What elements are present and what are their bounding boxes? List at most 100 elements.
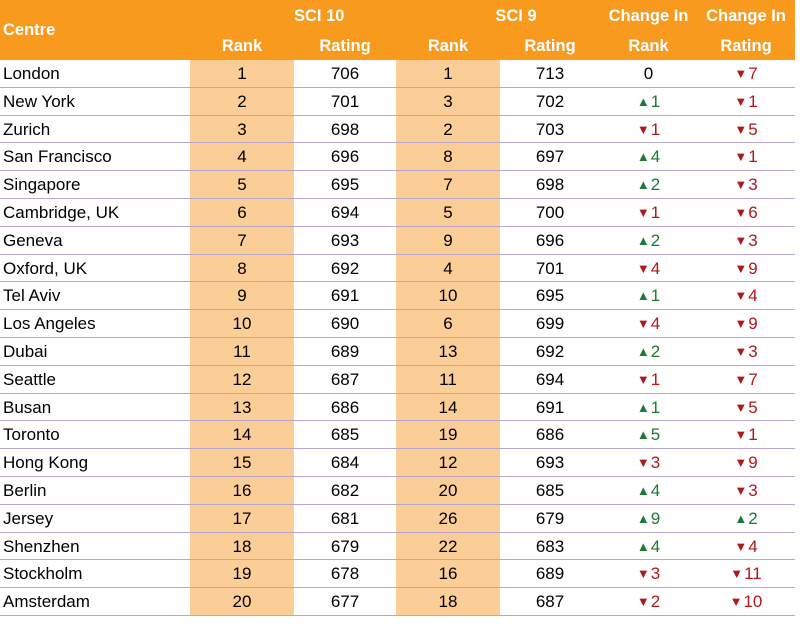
triangle-down-icon: ▼ — [636, 121, 650, 137]
sci10-rating-cell: 691 — [330, 286, 360, 306]
triangle-up-icon: ▲ — [636, 482, 650, 498]
sci9-rank-cell: 13 — [396, 337, 500, 365]
triangle-up-icon: ▲ — [636, 288, 650, 304]
sci9-rank-cell: 4 — [396, 254, 500, 282]
sci10-rating-cell: 693 — [330, 230, 360, 250]
change-value: 6 — [748, 202, 758, 222]
sci9-rating-cell: 703 — [535, 119, 565, 139]
change-value: 7 — [748, 369, 758, 389]
change-value: 3 — [748, 230, 758, 250]
change-value: 4 — [650, 536, 661, 556]
rank-change-cell: ▼1 — [600, 366, 697, 393]
header-sci10-rating: Rating — [319, 37, 371, 55]
change-value: 1 — [748, 91, 758, 111]
sci10-rank-cell: 13 — [190, 393, 294, 421]
centre-cell: London — [3, 64, 60, 83]
sci9-rating-cell: 693 — [535, 453, 565, 473]
triangle-up-icon: ▲ — [636, 177, 650, 193]
centre-cell: San Francisco — [3, 147, 112, 167]
table-row: Hong Kong 15 684 12 693 ▼3 ▼9 — [0, 449, 795, 477]
sci9-rank-cell: 12 — [396, 449, 500, 476]
triangle-down-icon: ▼ — [734, 93, 748, 109]
change-value: 4 — [748, 286, 758, 306]
triangle-down-icon: ▼ — [734, 538, 748, 554]
triangle-down-icon: ▼ — [636, 260, 650, 276]
sci9-rank-cell: 3 — [396, 87, 500, 115]
rating-change-cell: ▼7 — [697, 60, 795, 87]
ranking-table: Centre SCI 10 Rank Rating SCI 9 Rank Rat… — [0, 0, 795, 616]
rating-change-cell: ▼4 — [697, 282, 795, 309]
header-sci10: SCI 10 — [294, 7, 345, 25]
triangle-up-icon: ▲ — [636, 93, 650, 109]
sci10-rating-cell: 689 — [330, 341, 360, 361]
sci9-rank-cell: 18 — [396, 588, 500, 615]
rank-change-cell: ▼3 — [600, 449, 697, 476]
sci9-rank-cell: 26 — [396, 504, 500, 532]
change-value: 9 — [748, 453, 758, 473]
sci10-rank-cell: 17 — [190, 504, 294, 532]
sci9-rating-cell: 698 — [535, 175, 565, 195]
change-value: 3 — [650, 564, 661, 584]
triangle-down-icon: ▼ — [734, 66, 748, 81]
sci10-rating-cell: 690 — [330, 314, 360, 334]
rank-change-cell: ▲5 — [600, 421, 697, 448]
rank-change-cell: ▼1 — [600, 199, 697, 226]
table-row: Singapore 5 695 7 698 ▲2 ▼3 — [0, 171, 795, 199]
sci10-rank-cell: 12 — [190, 365, 294, 393]
sci10-rating-cell: 684 — [330, 453, 360, 473]
rank-change-cell: ▲1 — [600, 394, 697, 421]
sci10-rank-cell: 15 — [190, 449, 294, 476]
centre-cell: Singapore — [3, 175, 81, 195]
centre-cell: Los Angeles — [3, 314, 96, 334]
rank-change-cell: ▼1 — [600, 116, 697, 143]
sci9-rank-cell: 1 — [396, 60, 500, 87]
sci9-rating-cell: 699 — [535, 314, 565, 334]
rank-change-cell: ▲4 — [600, 143, 697, 170]
table-row: Cambridge, UK 6 694 5 700 ▼1 ▼6 — [0, 198, 795, 227]
triangle-up-icon: ▲ — [636, 343, 650, 359]
rating-change-cell: ▼9 — [697, 255, 795, 282]
sci9-rating-cell: 695 — [535, 286, 565, 306]
centre-cell: Busan — [3, 397, 52, 417]
sci10-rating-cell: 698 — [330, 119, 360, 139]
table-row: Stockholm 19 678 16 689 ▼3 ▼11 — [0, 560, 795, 589]
sci10-rating-cell: 681 — [330, 508, 360, 528]
rank-change-cell: ▲9 — [600, 505, 697, 532]
centre-cell: Toronto — [3, 425, 60, 445]
triangle-up-icon: ▲ — [636, 232, 650, 248]
sci10-rank-cell: 7 — [190, 226, 294, 254]
sci9-rating-cell: 689 — [535, 564, 565, 584]
triangle-down-icon: ▼ — [734, 455, 748, 471]
change-value: 9 — [748, 314, 758, 334]
table-row: New York 2 701 3 702 ▲1 ▼1 — [0, 87, 795, 116]
sci10-rating-cell: 677 — [330, 592, 360, 612]
rank-change-cell: ▲2 — [600, 227, 697, 254]
rank-change-cell: ▼2 — [600, 588, 697, 615]
sci10-rank-cell: 11 — [190, 337, 294, 365]
triangle-down-icon: ▼ — [734, 482, 748, 498]
header-change-rating-bottom: Rating — [720, 37, 772, 55]
sci10-rating-cell: 687 — [330, 369, 360, 389]
sci9-rating-cell: 687 — [535, 592, 565, 612]
centre-cell: Geneva — [3, 230, 63, 250]
triangle-down-icon: ▼ — [734, 288, 748, 304]
change-value: 5 — [748, 397, 758, 417]
triangle-down-icon: ▼ — [729, 594, 743, 610]
rank-change-cell: 0 — [600, 60, 697, 87]
sci9-rank-cell: 20 — [396, 476, 500, 504]
change-value: 1 — [748, 425, 758, 445]
change-value: 9 — [650, 508, 661, 528]
change-value: 10 — [743, 592, 763, 612]
sci10-rank-cell: 2 — [190, 87, 294, 115]
sci10-rating-cell: 678 — [330, 564, 360, 584]
sci9-rank-cell: 7 — [396, 171, 500, 198]
rating-change-cell: ▼5 — [697, 116, 795, 143]
triangle-up-icon: ▲ — [636, 399, 650, 415]
change-value: 1 — [748, 147, 758, 167]
centre-cell: Tel Aviv — [3, 286, 61, 306]
triangle-down-icon: ▼ — [636, 566, 650, 582]
table-row: Tel Aviv 9 691 10 695 ▲1 ▼4 — [0, 282, 795, 311]
change-value: 3 — [748, 480, 758, 500]
triangle-down-icon: ▼ — [734, 177, 748, 193]
rating-change-cell: ▼6 — [697, 199, 795, 226]
